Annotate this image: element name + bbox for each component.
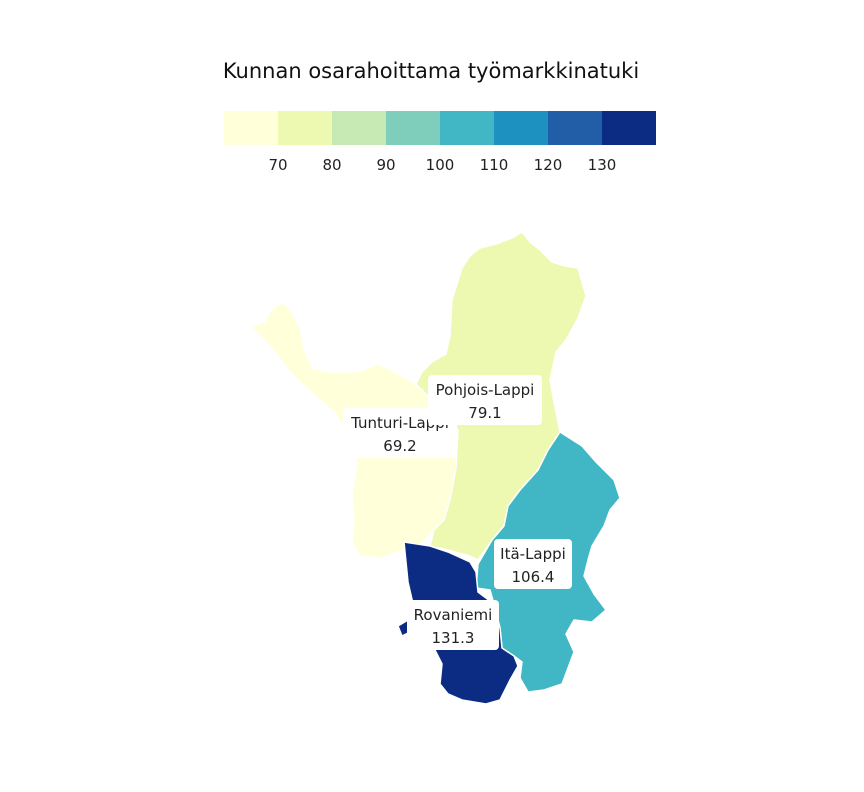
label-pohjois-lappi: Pohjois-Lappi 79.1: [428, 375, 542, 425]
legend-swatch: [224, 111, 278, 145]
legend-swatch: [278, 111, 332, 145]
map-title: Kunnan osarahoittama työmarkkinatuki: [223, 59, 639, 83]
legend-swatch: [494, 111, 548, 145]
legend-tick-label: 130: [588, 156, 617, 174]
color-legend: 70 80 90 100 110 120 130: [224, 111, 656, 174]
label-ita-lappi: Itä-Lappi 106.4: [494, 539, 572, 589]
legend-swatch: [548, 111, 602, 145]
region-value: 106.4: [512, 568, 555, 586]
legend-tick-label: 100: [426, 156, 455, 174]
label-rovaniemi: Rovaniemi 131.3: [407, 600, 499, 650]
legend-swatch: [386, 111, 440, 145]
region-value: 79.1: [468, 404, 501, 422]
legend-tick-label: 110: [480, 156, 509, 174]
label-box: [494, 539, 572, 589]
legend-swatch: [332, 111, 386, 145]
region-name: Itä-Lappi: [500, 545, 566, 563]
legend-swatch: [602, 111, 656, 145]
label-box: [428, 375, 542, 425]
region-name: Tunturi-Lappi: [350, 414, 449, 432]
legend-tick-label: 120: [534, 156, 563, 174]
region-name: Pohjois-Lappi: [436, 381, 535, 399]
legend-tick-label: 80: [322, 156, 341, 174]
legend-tick-label: 90: [376, 156, 395, 174]
region-name: Rovaniemi: [414, 606, 493, 624]
label-box: [407, 600, 499, 650]
legend-swatch: [440, 111, 494, 145]
legend-tick-label: 70: [268, 156, 287, 174]
region-labels: Tunturi-Lappi 69.2 Pohjois-Lappi 79.1 Itä-La…: [343, 375, 572, 650]
region-value: 69.2: [383, 437, 416, 455]
region-value: 131.3: [432, 629, 475, 647]
